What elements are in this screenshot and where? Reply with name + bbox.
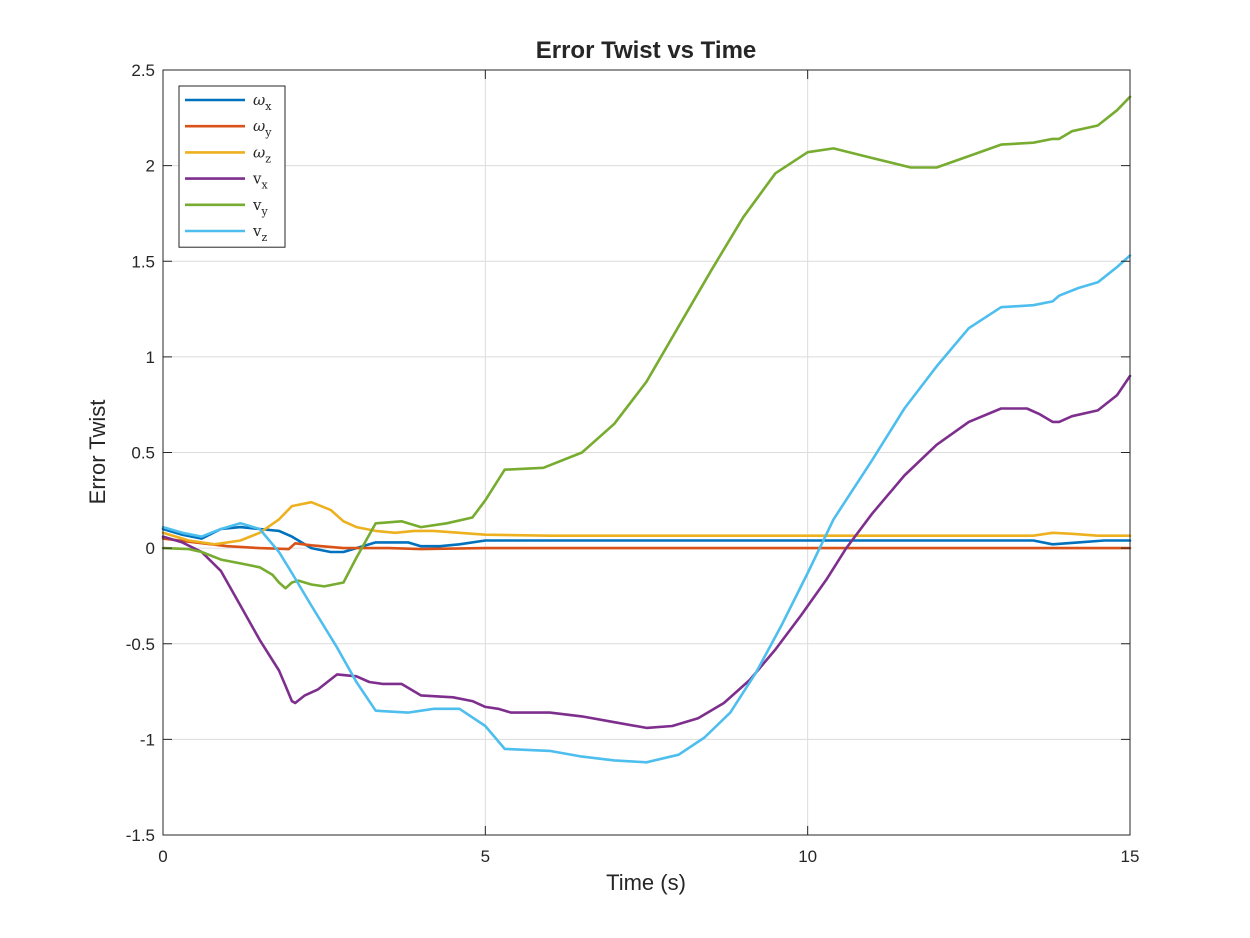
plot-area <box>161 95 1132 764</box>
y-tick-label: -1 <box>140 730 155 749</box>
series-line-z-v <box>161 254 1132 764</box>
x-tick-label: 15 <box>1121 847 1140 866</box>
x-tick-label: 5 <box>481 847 490 866</box>
y-tick-label: 0 <box>146 539 155 558</box>
y-tick-label: 2.5 <box>131 61 155 80</box>
legend: ωx ωy ωz vx vy vz <box>178 85 286 248</box>
y-axis-label: Error Twist <box>85 400 110 505</box>
series-line-x-v <box>161 374 1132 730</box>
series-line-x-omega <box>161 525 1132 554</box>
x-tick-label: 10 <box>798 847 817 866</box>
y-tick-label: 1 <box>146 348 155 367</box>
y-tick-label: 1.5 <box>131 252 155 271</box>
x-axis-label: Time (s) <box>606 870 686 895</box>
y-tick-label: 2 <box>146 157 155 176</box>
legend-label: vx <box>252 170 268 192</box>
legend-label: vz <box>252 222 267 244</box>
legend-label: ωz <box>253 143 271 165</box>
grid-lines <box>162 69 1131 836</box>
legend-label: ωx <box>253 91 272 113</box>
series-line-y-v <box>161 95 1132 590</box>
y-tick-label: -1.5 <box>126 826 155 845</box>
x-tick-label: 0 <box>158 847 167 866</box>
legend-label: vy <box>252 196 268 218</box>
legend-label: ωy <box>253 117 272 139</box>
y-tick-label: 0.5 <box>131 444 155 463</box>
series-line-y-omega <box>161 537 1132 551</box>
y-tick-label: -0.5 <box>126 635 155 654</box>
legend-box <box>178 85 286 248</box>
series-line-z-omega <box>161 500 1132 546</box>
chart-title: Error Twist vs Time <box>536 37 757 64</box>
axis-ticks: 0 5 10 15 -1.5 -1 -0.5 0 0.5 1 1.5 2 2.5 <box>126 61 1140 866</box>
